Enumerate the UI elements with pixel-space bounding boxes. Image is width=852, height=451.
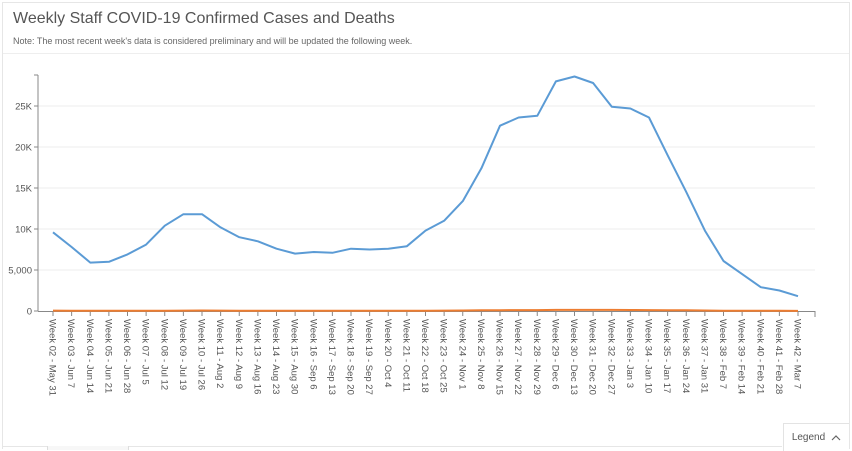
- x-tick-label: Week 17 - Sep 13: [326, 319, 337, 395]
- y-tick-label: 5,000: [8, 266, 32, 277]
- x-tick-label: Week 15 - Aug 30: [289, 319, 300, 394]
- y-axis: 0 5,000 10K 15K 20K 25K: [8, 75, 38, 318]
- x-tick-label: Week 14 - Aug 23: [270, 319, 281, 394]
- x-tick-label: Week 02 - May 31: [47, 319, 58, 396]
- series-lines: [53, 76, 798, 310]
- x-tick-label: Week 26 - Nov 15: [494, 319, 505, 395]
- x-tick-label: Week 07 - Jul 5: [140, 319, 151, 385]
- x-tick-label: Week 13 - Aug 16: [251, 319, 262, 394]
- x-tick-label: Week 16 - Sep 6: [307, 319, 318, 390]
- chevron-up-icon: [831, 434, 841, 441]
- gridlines: [38, 106, 815, 270]
- x-tick-label: Week 41 - Feb 28: [773, 319, 784, 394]
- legend-label: Legend: [792, 432, 825, 443]
- x-tick-label: Week 37 - Jan 31: [698, 319, 709, 393]
- x-tick-label: Week 42 - Mar 7: [792, 319, 803, 389]
- x-tick-label: Week 34 - Jan 10: [643, 319, 654, 393]
- legend-toggle-button[interactable]: Legend: [783, 423, 849, 451]
- x-tick-label: Week 21 - Oct 11: [400, 319, 411, 392]
- x-tick-label: Week 25 - Nov 8: [475, 319, 486, 390]
- x-tick-label: Week 33 - Jan 3: [624, 319, 635, 388]
- y-tick-label: 15K: [15, 184, 33, 195]
- x-tick-label: Week 10 - Jul 26: [196, 319, 207, 390]
- x-tick-label: Week 31 - Dec 20: [587, 319, 598, 395]
- y-tick-label: 10K: [15, 225, 33, 236]
- x-tick-label: Week 08 - Jul 12: [158, 319, 169, 390]
- x-tick-label: Week 23 - Oct 25: [438, 319, 449, 393]
- x-tick-label: Week 22 - Oct 18: [419, 319, 430, 393]
- deaths-line: [53, 310, 798, 311]
- x-tick-label: Week 35 - Jan 17: [661, 319, 672, 393]
- x-tick-label: Week 19 - Sep 27: [363, 319, 374, 395]
- x-tick-label: Week 20 - Oct 4: [382, 319, 393, 387]
- x-tick-label: Week 30 - Dec 13: [568, 319, 579, 395]
- x-tick-label: Week 29 - Dec 6: [549, 319, 560, 390]
- x-tick-label: Week 38 - Feb 7: [717, 319, 728, 389]
- x-tick-label: Week 04 - Jun 14: [84, 319, 95, 393]
- x-tick-label: Week 11 - Aug 2: [214, 319, 225, 388]
- x-tick-label: Week 03 - Jun 7: [65, 319, 76, 388]
- x-tick-label: Week 12 - Aug 9: [233, 319, 244, 389]
- x-tick-label: Week 36 - Jan 24: [680, 319, 691, 393]
- cases-line: [53, 77, 798, 297]
- x-tick-label: Week 40 - Feb 21: [754, 319, 765, 394]
- x-tick-label: Week 05 - Jun 21: [102, 319, 113, 393]
- x-tick-label: Week 24 - Nov 1: [456, 319, 467, 390]
- y-tick-label: 20K: [15, 143, 33, 154]
- x-tick-label: Week 27 - Nov 22: [512, 319, 523, 395]
- x-tick-label: Week 09 - Jul 19: [177, 319, 188, 390]
- y-tick-label: 25K: [15, 102, 33, 113]
- bottom-tab[interactable]: [47, 446, 129, 450]
- x-tick-label: Week 06 - Jun 28: [121, 319, 132, 393]
- x-tick-label: Week 28 - Nov 29: [531, 319, 542, 395]
- x-tick-label: Week 18 - Sep 20: [345, 319, 356, 395]
- x-axis: Week 02 - May 31 Week 03 - Jun 7 Week 04 -…: [38, 311, 815, 396]
- x-tick-label: Week 32 - Dec 27: [605, 319, 616, 395]
- x-tick-label: Week 39 - Feb 14: [736, 319, 747, 394]
- y-tick-label: 0: [27, 307, 32, 318]
